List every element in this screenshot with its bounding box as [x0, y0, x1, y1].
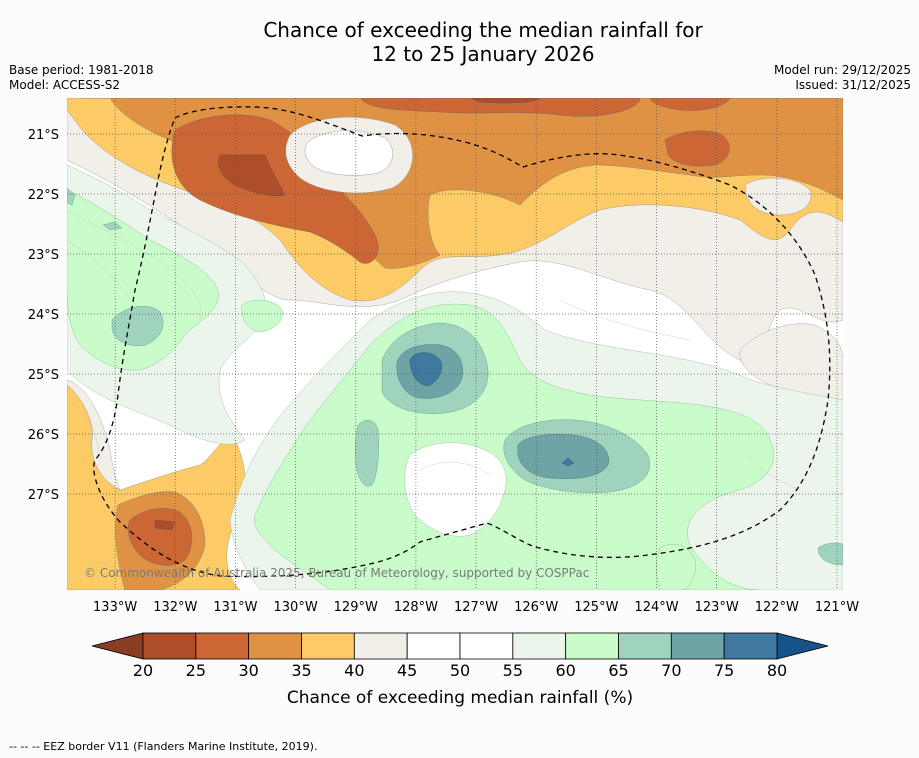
colorbar-tick-label: 60	[555, 661, 575, 680]
lon-tick-label: 130°W	[274, 600, 318, 615]
contour-65-70-west	[111, 305, 164, 346]
issued-date: Issued: 31/12/2025	[795, 78, 911, 92]
contour-75-80-central	[409, 352, 442, 387]
colorbar-bin	[459, 632, 514, 660]
title-line-1: Chance of exceeding the median rainfall …	[263, 18, 703, 42]
lon-tick-label: 125°W	[574, 600, 618, 615]
lon-tick-label: 126°W	[514, 600, 558, 615]
chart-figure: © Commonwealth of Australia 2025, Bureau…	[28, 98, 859, 708]
colorbar-bin	[195, 632, 250, 660]
colorbar-bin	[353, 632, 408, 660]
contour-60-65-white-hole	[404, 442, 507, 537]
copyright-text: © Commonwealth of Australia 2025, Bureau…	[84, 566, 589, 580]
colorbar-bin	[723, 632, 778, 660]
model-name: Model: ACCESS-S2	[9, 78, 121, 92]
contour-60-65-east-spot	[656, 544, 696, 590]
contour-60-65-small-west	[241, 300, 283, 333]
lat-tick-label: 27°S	[28, 488, 59, 503]
colorbar-tick-label: 50	[450, 661, 470, 680]
colorbar-tick-label: 55	[503, 661, 523, 680]
chart-title: Chance of exceeding the median rainfall …	[0, 18, 919, 66]
base-period: Base period: 1981-2018	[9, 63, 154, 77]
graticule	[67, 98, 843, 590]
colorbar-tick-label: 65	[608, 661, 628, 680]
colorbar-under-arrow	[91, 632, 144, 660]
title-line-2: 12 to 25 January 2026	[371, 42, 595, 66]
map-field: © Commonwealth of Australia 2025, Bureau…	[67, 98, 843, 590]
lon-tick-label: 129°W	[334, 600, 378, 615]
colorbar-label: Chance of exceeding median rainfall (%)	[287, 688, 633, 708]
contour-white-pocket-east	[744, 177, 812, 216]
contour-25-30-northeast	[649, 98, 731, 111]
contour-60-65-west	[67, 189, 219, 371]
lon-tick-label: 124°W	[634, 600, 678, 615]
colorbar: 20 25 30 35 40 45 50 55 60 65 70 75 80	[91, 632, 829, 680]
contour-white-pocket-north	[304, 130, 393, 176]
colorbar-tick-label: 80	[767, 661, 787, 680]
model-run: Model run: 29/12/2025	[773, 63, 911, 77]
contour-25-30-east	[664, 130, 730, 167]
colorbar-bin	[565, 632, 619, 660]
meta-right: Model run: 29/12/2025 Issued: 31/12/2025	[774, 63, 911, 93]
contour-25-30-southwest	[127, 508, 193, 566]
lon-tick-label: 127°W	[454, 600, 498, 615]
contour-20-25-southwest	[154, 519, 176, 531]
colorbar-bin	[142, 632, 197, 660]
lon-tick-label: 132°W	[153, 600, 197, 615]
lat-tick-label: 22°S	[28, 188, 59, 203]
contour-70-75-east	[517, 434, 609, 479]
contour-20-25-north	[218, 154, 286, 196]
colorbar-tick-label: 75	[714, 661, 734, 680]
lat-tick-label: 24°S	[28, 308, 59, 323]
lon-tick-label: 123°W	[695, 600, 739, 615]
eez-border-line	[93, 106, 831, 578]
lon-axis: 133°W 132°W 131°W 130°W 129°W 128°W 127°W 126°W…	[93, 600, 859, 615]
eez-legend-note: -- -- -- EEZ border V11 (Flanders Marine…	[9, 740, 318, 753]
colorbar-bin	[406, 632, 461, 660]
contour-65-70-south-west	[355, 420, 379, 487]
lat-tick-label: 25°S	[28, 368, 59, 383]
colorbar-bin	[670, 632, 725, 660]
colorbar-tick-label: 35	[291, 661, 311, 680]
colorbar-tick-label: 70	[661, 661, 681, 680]
contour-40-45-east	[739, 323, 843, 401]
colorbar-tick-label: 40	[344, 661, 364, 680]
contour-25-30-north-top	[359, 98, 641, 117]
colorbar-tick-label: 30	[238, 661, 258, 680]
colorbar-bin	[618, 632, 672, 660]
lon-tick-label: 121°W	[815, 600, 859, 615]
contour-20-25-top	[469, 98, 541, 104]
colorbar-over-arrow	[776, 632, 829, 660]
meta-left: Base period: 1981-2018 Model: ACCESS-S2	[9, 63, 154, 93]
colorbar-tick-label: 45	[397, 661, 417, 680]
lat-axis: 21°S 22°S 23°S 24°S 25°S 26°S 27°S	[28, 128, 59, 503]
contour-75-80-east	[561, 457, 575, 467]
contour-65-70-west-spot2	[102, 221, 123, 231]
lat-tick-label: 21°S	[28, 128, 59, 143]
colorbar-tick-label: 20	[133, 661, 153, 680]
lat-tick-label: 23°S	[28, 248, 59, 263]
lon-tick-label: 131°W	[213, 600, 257, 615]
colorbar-bin	[248, 632, 302, 660]
lon-tick-label: 133°W	[93, 600, 137, 615]
colorbar-tick-label: 25	[186, 661, 206, 680]
lon-tick-label: 122°W	[755, 600, 799, 615]
lat-tick-label: 26°S	[28, 428, 59, 443]
colorbar-bin	[301, 632, 355, 660]
lon-tick-label: 128°W	[394, 600, 438, 615]
contour-65-70-west-spot	[67, 187, 76, 206]
contour-lines-faint	[67, 209, 801, 590]
colorbar-bin	[512, 632, 567, 660]
